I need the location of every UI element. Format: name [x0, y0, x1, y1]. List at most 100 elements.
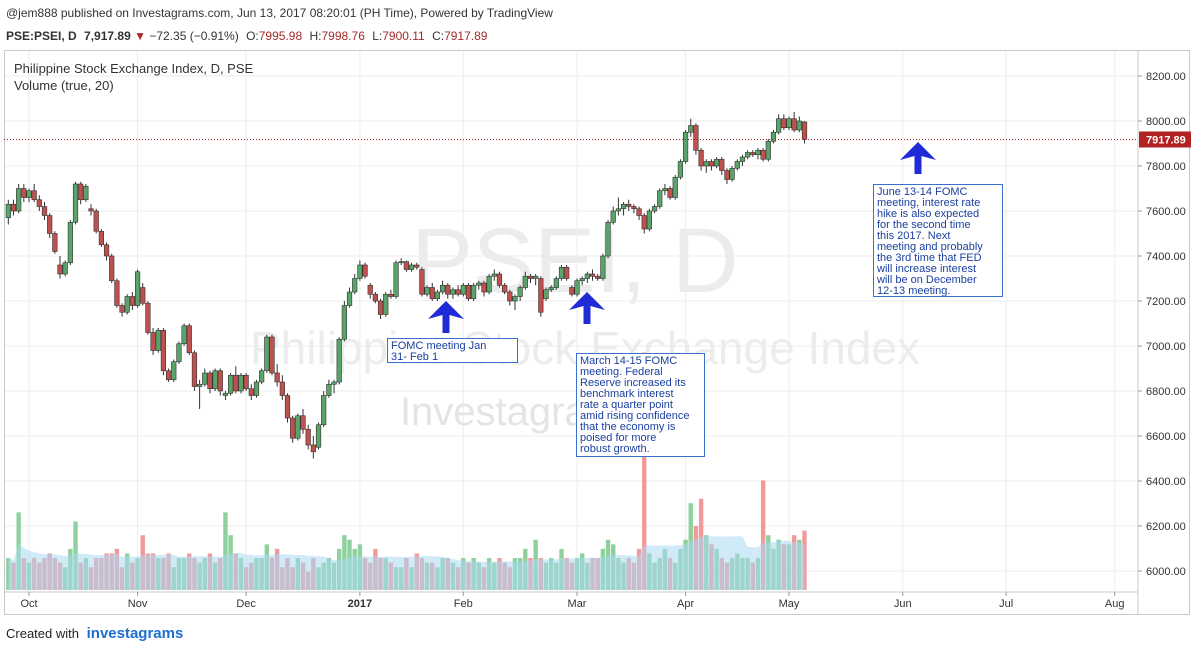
- candle-body: [228, 374, 234, 394]
- candle-body: [36, 199, 42, 207]
- watermark: PSEI, D Philippine Stock Exchange Index …: [250, 210, 920, 434]
- y-tick-label: 6000.00: [1146, 566, 1186, 578]
- candle-body: [341, 305, 347, 340]
- candle-body: [734, 161, 740, 169]
- candle-body: [445, 284, 451, 295]
- candle-body: [765, 140, 771, 160]
- open-label: O:: [246, 29, 259, 43]
- candle-body: [114, 280, 120, 306]
- candle-body: [796, 120, 802, 131]
- chart-frame: [4, 50, 1190, 615]
- y-tick-label: 6200.00: [1146, 521, 1186, 533]
- y-tick-label: 6800.00: [1146, 386, 1186, 398]
- last-price-tag: 7917.89: [1139, 131, 1191, 148]
- candle-body: [512, 296, 518, 302]
- candle-body: [181, 325, 187, 345]
- candle-body: [305, 428, 311, 446]
- candle-body: [455, 289, 461, 295]
- candle-body: [290, 417, 296, 439]
- candle-body: [155, 329, 161, 351]
- candle-body: [238, 374, 244, 392]
- low-label: L:: [372, 29, 383, 43]
- candle-body: [321, 395, 327, 426]
- candle-body: [776, 118, 782, 133]
- candle-body: [755, 149, 761, 156]
- candle-body: [543, 289, 549, 300]
- candle-body: [662, 188, 668, 192]
- candle-body: [491, 273, 497, 277]
- candle-body: [103, 244, 110, 257]
- x-tick-label: Aug: [1105, 598, 1125, 610]
- candle-body: [352, 278, 358, 293]
- x-tick-label: Mar: [568, 598, 587, 610]
- y-tick-label: 7400.00: [1146, 251, 1186, 263]
- candle-body: [460, 284, 466, 295]
- candle-body: [326, 383, 332, 396]
- candle-body: [548, 287, 554, 291]
- last-price-box: [1139, 131, 1191, 148]
- candle-body: [264, 336, 270, 372]
- candle-body: [579, 278, 585, 282]
- high-label: H:: [309, 29, 322, 43]
- candle-body: [346, 291, 353, 306]
- candle-body: [62, 262, 68, 275]
- candle-body: [383, 293, 389, 315]
- fomc-mar-note: March 14-15 FOMC meeting. Federal Reserv…: [576, 353, 705, 457]
- candle-body: [243, 374, 249, 390]
- candle-body: [626, 203, 632, 207]
- candle-body: [31, 190, 37, 201]
- candle-body: [476, 282, 482, 286]
- candle-body: [620, 203, 627, 210]
- candle-body: [26, 190, 32, 198]
- y-tick-label: 7600.00: [1146, 206, 1186, 218]
- candle-body: [719, 158, 725, 171]
- candle-body: [145, 302, 151, 333]
- candle-body: [197, 383, 203, 387]
- volume-bar: [223, 512, 228, 590]
- candle-body: [72, 183, 79, 223]
- candle-body: [217, 370, 223, 392]
- candle-body: [269, 336, 275, 374]
- candle-body: [750, 152, 756, 156]
- candle-body: [708, 161, 715, 167]
- candle-body: [522, 275, 528, 288]
- candle-body: [507, 291, 513, 302]
- candle-body: [212, 370, 218, 390]
- candle-body: [331, 381, 337, 385]
- candle-body: [78, 183, 84, 201]
- candle-body: [315, 424, 322, 448]
- candle-body: [569, 287, 575, 295]
- chart-title: Philippine Stock Exchange Index, D, PSE: [14, 61, 254, 76]
- candle-body: [300, 415, 306, 430]
- candle-body: [496, 273, 503, 286]
- candle-body: [259, 370, 265, 383]
- candle-body: [176, 343, 182, 363]
- candle-body: [284, 395, 291, 419]
- y-tick-label: 7800.00: [1146, 161, 1186, 173]
- candle-body: [481, 282, 487, 293]
- open-value: 7995.98: [258, 29, 303, 43]
- created-with-label: Created with: [6, 626, 79, 641]
- candle-body: [564, 266, 570, 279]
- candle-body: [88, 208, 94, 212]
- candle-body: [781, 118, 787, 129]
- fomc-jan-note: FOMC meeting Jan 31- Feb 1: [387, 338, 518, 363]
- candle-body: [233, 374, 239, 392]
- candle-body: [589, 273, 596, 277]
- last-price-label: 7917.89: [1146, 134, 1186, 146]
- watermark-symbol: PSEI, D: [411, 210, 738, 312]
- arrow-up-icon: [569, 292, 605, 324]
- candle-body: [393, 262, 399, 297]
- candle-body: [677, 161, 684, 178]
- candle-body: [372, 293, 378, 302]
- candle-body: [10, 203, 17, 212]
- candle-body: [279, 381, 285, 396]
- x-tick-label: Jul: [999, 598, 1013, 610]
- candle-body: [52, 233, 58, 252]
- candle-body: [641, 215, 647, 230]
- investagrams-logo[interactable]: investagrams: [86, 625, 184, 642]
- candle-body: [801, 121, 808, 140]
- x-tick-label: 2017: [348, 598, 372, 610]
- candle-body: [134, 271, 141, 306]
